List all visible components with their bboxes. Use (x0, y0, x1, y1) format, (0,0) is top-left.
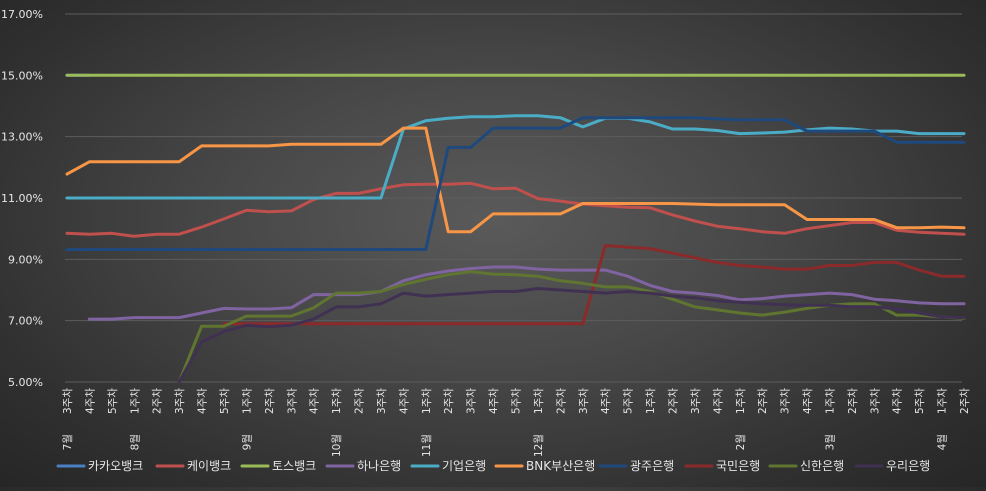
x-tick-label: 5주차 (914, 388, 926, 414)
x-tick-label: 4주차 (892, 388, 904, 414)
x-month-label: 11월 (421, 434, 433, 457)
x-month-label: 12월 (533, 434, 545, 457)
x-tick-label: 3주차 (174, 388, 186, 414)
y-tick-label: 15.00% (1, 69, 43, 82)
x-tick-label: 5주차 (511, 388, 523, 414)
x-tick-label: 1주차 (331, 388, 343, 414)
series-line-9 (177, 270, 966, 384)
x-tick-label: 5주차 (219, 388, 231, 414)
x-tick-label: 4주차 (488, 388, 500, 414)
legend-label: 케이뱅크 (187, 459, 231, 473)
x-tick-label: 3주차 (578, 388, 590, 414)
x-tick-label: 2주차 (959, 388, 971, 414)
x-tick-label: 2주차 (555, 388, 567, 414)
legend-label: 토스뱅크 (272, 459, 316, 473)
y-tick-label: 17.00% (1, 8, 43, 21)
y-tick-label: 13.00% (1, 131, 43, 144)
x-tick-label: 3주차 (376, 388, 388, 414)
x-tick-label: 4주차 (802, 388, 814, 414)
x-tick-label: 2주차 (354, 388, 366, 414)
x-tick-label: 1주차 (533, 388, 545, 414)
y-tick-label: 7.00% (8, 315, 43, 328)
x-month-label: 10월 (331, 434, 343, 457)
x-tick-label: 4주차 (309, 388, 321, 414)
x-tick-label: 3주차 (869, 388, 881, 414)
x-tick-label: 3주차 (690, 388, 702, 414)
y-tick-label: 9.00% (8, 253, 43, 266)
series-line-2 (65, 181, 966, 238)
x-tick-label: 4주차 (197, 388, 209, 414)
y-tick-label: 11.00% (1, 192, 43, 205)
x-tick-label: 4주차 (84, 388, 96, 414)
x-tick-label: 4주차 (398, 388, 410, 414)
x-month-label: 4월 (937, 434, 949, 450)
series-line-6 (65, 126, 966, 234)
x-tick-label: 3주차 (286, 388, 298, 414)
legend-label: 기업은행 (442, 458, 486, 473)
x-tick-label: 1주차 (735, 388, 747, 414)
x-month-label: 8월 (129, 434, 141, 450)
y-tick-label: 5.00% (8, 376, 43, 389)
x-tick-label: 1주차 (421, 388, 433, 414)
series-line-7 (65, 116, 966, 251)
x-tick-label: 3주차 (780, 388, 792, 414)
legend-label: 카카오뱅크 (88, 459, 143, 473)
x-tick-label: 1주차 (937, 388, 949, 414)
x-tick-label: 4주차 (712, 388, 724, 414)
legend-label: BNK부산은행 (526, 458, 595, 473)
x-tick-label: 4주차 (600, 388, 612, 414)
x-tick-label: 2주차 (667, 388, 679, 414)
x-month-label: 3월 (824, 434, 836, 450)
x-tick-label: 1주차 (129, 388, 141, 414)
x-tick-label: 5주차 (107, 388, 119, 414)
legend-label: 우리은행 (886, 458, 930, 473)
x-tick-label: 1주차 (241, 388, 253, 414)
x-tick-label: 3주차 (466, 388, 478, 414)
x-month-label: 7월 (62, 434, 74, 450)
legend-label: 하나은행 (357, 458, 401, 473)
x-tick-label: 1주차 (645, 388, 657, 414)
legend-label: 광주은행 (630, 458, 674, 473)
x-tick-label: 2주차 (443, 388, 455, 414)
series-line-5 (65, 114, 966, 200)
x-month-label: 2월 (735, 434, 747, 450)
x-tick-label: 5주차 (623, 388, 635, 414)
x-tick-label: 2주차 (847, 388, 859, 414)
x-tick-label: 3주차 (62, 388, 74, 414)
legend-label: 신한은행 (800, 458, 844, 473)
x-month-label: 9월 (241, 434, 253, 450)
x-tick-label: 2주차 (757, 388, 769, 414)
x-tick-label: 1주차 (824, 388, 836, 414)
series-line-10 (177, 287, 966, 384)
legend-label: 국민은행 (716, 458, 760, 473)
series-line-4 (87, 265, 966, 321)
x-tick-label: 2주차 (152, 388, 164, 414)
x-tick-label: 2주차 (264, 388, 276, 414)
